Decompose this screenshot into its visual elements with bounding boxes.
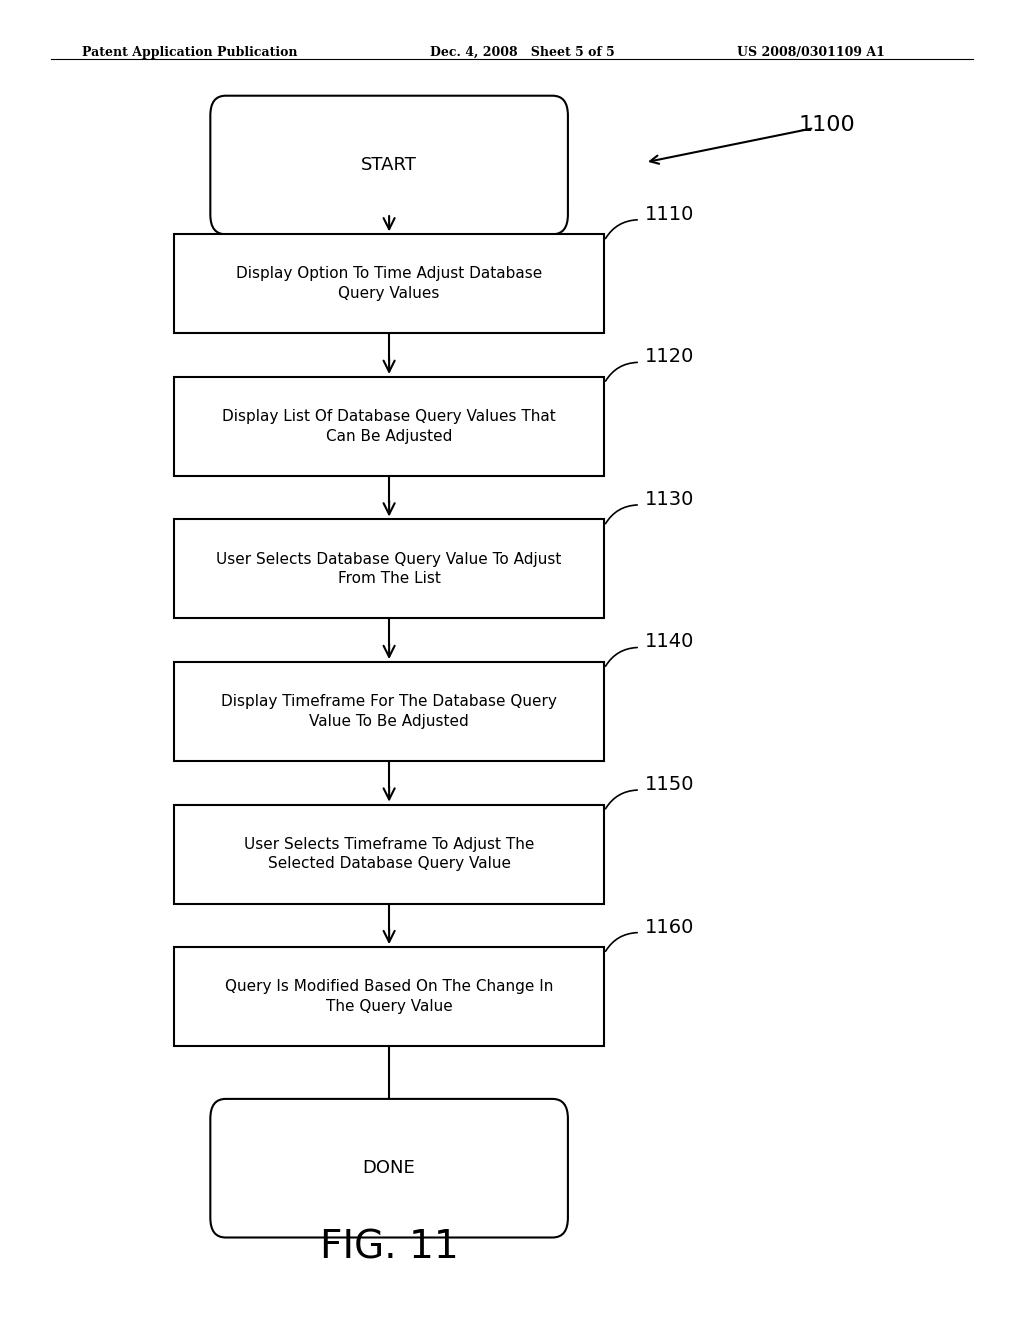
Text: 1130: 1130 [645, 490, 694, 508]
Text: User Selects Database Query Value To Adjust
From The List: User Selects Database Query Value To Adj… [216, 552, 562, 586]
FancyBboxPatch shape [174, 948, 604, 1045]
Text: User Selects Timeframe To Adjust The
Selected Database Query Value: User Selects Timeframe To Adjust The Sel… [244, 837, 535, 871]
Text: 1140: 1140 [645, 632, 694, 652]
Text: FIG. 11: FIG. 11 [319, 1229, 459, 1266]
FancyBboxPatch shape [210, 1098, 568, 1238]
Text: US 2008/0301109 A1: US 2008/0301109 A1 [737, 46, 885, 59]
Text: 1160: 1160 [645, 917, 694, 937]
Text: Display List Of Database Query Values That
Can Be Adjusted: Display List Of Database Query Values Th… [222, 409, 556, 444]
FancyBboxPatch shape [174, 378, 604, 475]
FancyBboxPatch shape [174, 235, 604, 333]
FancyBboxPatch shape [174, 661, 604, 760]
FancyBboxPatch shape [210, 96, 568, 235]
Text: 1100: 1100 [799, 115, 855, 136]
Text: 1110: 1110 [645, 205, 694, 223]
Text: DONE: DONE [362, 1159, 416, 1177]
Text: Dec. 4, 2008   Sheet 5 of 5: Dec. 4, 2008 Sheet 5 of 5 [430, 46, 614, 59]
Text: Query Is Modified Based On The Change In
The Query Value: Query Is Modified Based On The Change In… [225, 979, 553, 1014]
Text: Patent Application Publication: Patent Application Publication [82, 46, 297, 59]
Text: START: START [361, 156, 417, 174]
Text: Display Option To Time Adjust Database
Query Values: Display Option To Time Adjust Database Q… [236, 267, 543, 301]
Text: Display Timeframe For The Database Query
Value To Be Adjusted: Display Timeframe For The Database Query… [221, 694, 557, 729]
Text: 1150: 1150 [645, 775, 694, 795]
FancyBboxPatch shape [174, 519, 604, 618]
Text: 1120: 1120 [645, 347, 694, 366]
FancyBboxPatch shape [174, 804, 604, 903]
